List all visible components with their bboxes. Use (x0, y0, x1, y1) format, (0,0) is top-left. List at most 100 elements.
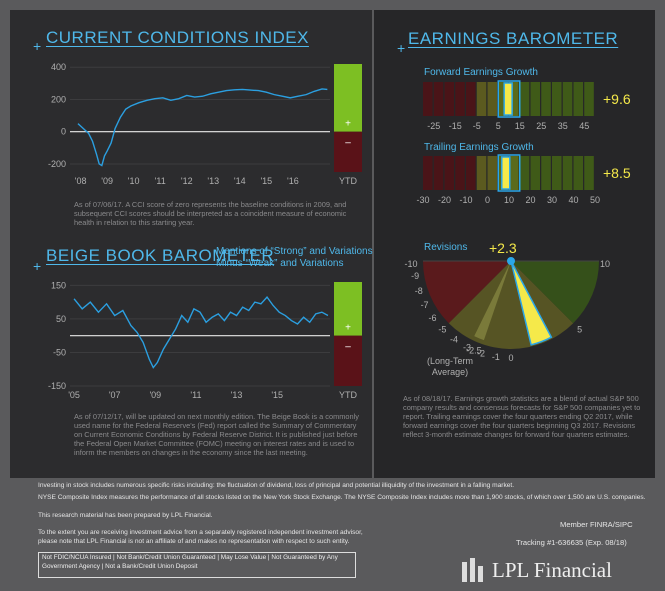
revisions-long-term-label-1: (Long-Term (427, 356, 473, 366)
cci-x-tick-label: '12 (181, 176, 193, 186)
beige-note: As of 07/12/17, will be updated on next … (74, 412, 359, 457)
trailing-earnings-label: Trailing Earnings Growth (424, 142, 534, 153)
forward-tick-label: 25 (536, 121, 546, 131)
revisions-long-term-average-wedge (474, 261, 511, 341)
cci-x-tick-label: '14 (234, 176, 246, 186)
cci-chart: 400 200 0 -200 '08 '09 '10 '11 '12 '13 '14 '15 '16 YT… (48, 62, 362, 186)
forward-tick-label: 15 (515, 121, 525, 131)
revisions-scale-label: -9 (411, 271, 419, 281)
revisions-label: Revisions (424, 242, 468, 253)
trailing-highlight-box (497, 154, 521, 192)
revisions-scale-label: -3 (463, 342, 471, 352)
trailing-tick-label: 10 (504, 195, 514, 205)
beige-plus-marker: + (33, 258, 42, 274)
revisions-scale-label: -5 (438, 325, 446, 335)
cci-x-tick-label: '16 (287, 176, 299, 186)
revisions-scale-label: -2.5 (466, 346, 482, 356)
cci-x-tick-label-ytd: YTD (339, 176, 358, 186)
revisions-scale-label: -6 (429, 313, 437, 323)
tracking-number: Tracking #1-636635 (Exp. 08/18) (516, 538, 627, 547)
cci-y-tick-label: 0 (61, 127, 66, 137)
cci-ytd-plus: + (345, 119, 351, 130)
beige-y-tick-label: 50 (56, 314, 66, 324)
revisions-scale-label: -1 (492, 352, 500, 362)
trailing-tick-label: 0 (485, 195, 490, 205)
forward-gauge-cell (519, 82, 530, 116)
beige-y-tick-label: -50 (53, 347, 66, 357)
forward-gauge-cell (444, 82, 455, 116)
revisions-scale-label: -7 (421, 300, 429, 310)
cci-ytd-positive-zone (334, 64, 362, 132)
beige-ytd-minus: – (345, 342, 351, 353)
forward-tick-label: 5 (496, 121, 501, 131)
beige-subtitle-line1: Mentions of “Strong” and Variations (216, 246, 373, 257)
revisions-negative-zone (423, 261, 511, 324)
cci-x-tick-label: '15 (260, 176, 272, 186)
forward-gauge-cell (423, 82, 433, 116)
forward-gauge-cell (552, 82, 562, 116)
forward-tick-label: -25 (427, 121, 440, 131)
revisions-value-text: +2.3 (489, 240, 517, 256)
forward-gauge-cell (455, 82, 465, 116)
trailing-gauge-cell (541, 156, 551, 190)
cci-title: CURRENT CONDITIONS INDEX (46, 28, 309, 47)
forward-value-text: +9.6 (603, 91, 631, 107)
trailing-gauge-cell (519, 156, 530, 190)
disclaimer-box: Not FDIC/NCUA Insured | Not Bank/Credit … (38, 552, 356, 578)
cci-note: As of 07/06/17. A CCI score of zero repr… (74, 200, 347, 227)
forward-gauge-cell (509, 82, 519, 116)
beige-y-tick-label: 150 (51, 280, 66, 290)
trailing-value-text: +8.5 (603, 165, 631, 181)
trailing-gauge-cell (476, 156, 487, 190)
cci-x-tick-label: '11 (155, 176, 166, 186)
trailing-gauge-cell (530, 156, 541, 190)
forward-gauge-cell (476, 82, 487, 116)
forward-tick-label: -5 (473, 121, 481, 131)
trailing-tick-label: 30 (547, 195, 557, 205)
revisions-scale-label: -10 (404, 259, 417, 269)
left-panel (10, 10, 372, 478)
cci-x-tick-label: '13 (207, 176, 219, 186)
footer-advisor-text-2: please note that LPL Financial is not an… (38, 538, 350, 545)
earnings-title: EARNINGS BAROMETER (408, 29, 619, 48)
forward-gauge-cell (498, 82, 508, 116)
beige-chart: 150 50 -50 -150'05 '07 '09 '11 '13 '15 YTD + – (48, 280, 362, 400)
lpl-logo-text: LPL Financial (492, 558, 612, 582)
forward-tick-label: -15 (449, 121, 462, 131)
trailing-gauge-cell (509, 156, 519, 190)
member-finra: Member FINRA/SIPC (560, 520, 633, 529)
cci-x-tick-label: '08 (75, 176, 87, 186)
beige-title: BEIGE BOOK BAROMETER (46, 246, 275, 265)
cci-y-tick-label: -200 (48, 159, 66, 169)
cci-ytd-negative-zone (334, 131, 362, 172)
cci-x-tick-label: '10 (128, 176, 140, 186)
trailing-tick-label: 50 (590, 195, 600, 205)
revisions-scale-label: 10 (600, 259, 610, 269)
revisions-scale-label: 5 (577, 325, 582, 335)
revisions-scale-label: -4 (450, 334, 458, 344)
trailing-gauge-cell (562, 156, 573, 190)
cci-ytd-minus: – (345, 138, 351, 149)
beige-x-tick-label: '05 (68, 390, 80, 400)
beige-ytd-positive-zone (334, 282, 362, 336)
footer-nyse-text: NYSE Composite Index measures the perfor… (38, 494, 646, 501)
trailing-tick-label: 20 (525, 195, 535, 205)
forward-gauge-cell (562, 82, 573, 116)
lpl-logo: LPL Financial (460, 556, 640, 584)
cci-x-tick-label: '09 (101, 176, 113, 186)
trailing-value-marker (501, 156, 511, 190)
beige-ytd-plus: + (345, 323, 351, 334)
earnings-barometer-chart: -25 -15 -5 5 15 25 35 45+9.6-30 -20 -10 0 10 20 30 40 5… (404, 80, 631, 377)
trailing-gauge-cell (433, 156, 444, 190)
beige-subtitle-line2: Minus “Weak” and Variations (216, 258, 344, 269)
footer-risk-text: Investing in stock includes numerous spe… (38, 482, 515, 489)
beige-series-line (73, 295, 329, 369)
beige-x-tick-label: '11 (190, 390, 201, 400)
beige-y-tick-label: -150 (48, 381, 66, 391)
beige-x-tick-label-ytd: YTD (339, 390, 358, 400)
footer-advisor-text-1: To the extent you are receiving investme… (38, 529, 363, 536)
trailing-gauge-cell (444, 156, 455, 190)
beige-x-tick-label: '15 (271, 390, 283, 400)
trailing-gauge-cell (423, 156, 433, 190)
trailing-tick-label: -10 (459, 195, 472, 205)
